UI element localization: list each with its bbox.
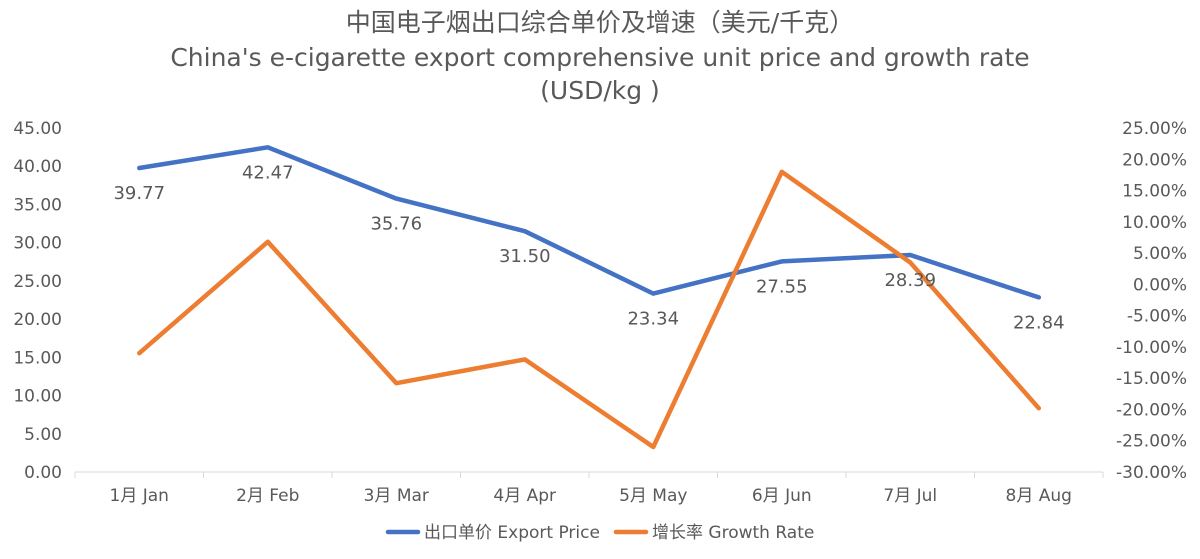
x-tick-label: 3月 Mar: [364, 486, 429, 506]
axes-layer: 1月 Jan 2月 Feb 3月 Mar 4月 Apr 5月 May 6月 Jun 7月 J…: [13, 119, 1187, 506]
y-left-tick-label: 40.00: [13, 157, 62, 177]
y-right-tick-label: 20.00%: [1122, 150, 1187, 170]
x-tick-label: 6月 Jun: [752, 486, 812, 506]
y-right-tick-label: -5.00%: [1127, 307, 1187, 327]
price-data-label: 35.76: [370, 214, 422, 235]
price-data-label: 28.39: [884, 270, 936, 291]
x-tick-label: 8月 Aug: [1006, 486, 1072, 506]
y-right-tick-label: -15.00%: [1116, 369, 1187, 389]
chart-title: 中国电子烟出口综合单价及增速（美元/千克）: [345, 8, 855, 37]
export-price-line: [137, 145, 1042, 300]
y-right-tick-label: 0.00%: [1133, 275, 1187, 295]
y-left-tick-label: 20.00: [13, 310, 62, 330]
x-tick-label: 4月 Apr: [493, 486, 556, 506]
y-left-tick-label: 10.00: [13, 387, 62, 407]
y-left-tick-label: 45.00: [13, 119, 62, 139]
y-left-tick-label: 5.00: [24, 425, 62, 445]
legend-label: 增长率 Growth Rate: [652, 523, 814, 543]
y-right-tick-label: -30.00%: [1116, 463, 1187, 483]
data-labels: 39.77 42.47 35.76 31.50 23.34 27.55 28.39 22.84: [113, 162, 1064, 333]
x-tick-label: 5月 May: [619, 486, 687, 506]
y-right-tick-label: -10.00%: [1116, 338, 1187, 358]
y-left-tick-label: 0.00: [24, 463, 62, 483]
y-right-tick-label: 25.00%: [1122, 119, 1187, 139]
legend: 出口单价 Export Price 增长率 Growth Rate: [385, 523, 814, 543]
x-tick-label: 7月 Jul: [883, 486, 937, 506]
y-right-tick-label: 10.00%: [1122, 213, 1187, 233]
x-tick-label: 1月 Jan: [110, 486, 169, 506]
price-data-label: 23.34: [627, 309, 679, 330]
y-right-tick-label: -20.00%: [1116, 400, 1187, 420]
y-left-tick-label: 30.00: [13, 234, 62, 254]
y-right-tick-label: 15.00%: [1122, 182, 1187, 202]
price-data-label: 31.50: [499, 246, 551, 267]
price-data-label: 42.47: [242, 162, 294, 183]
y-right-tick-label: -25.00%: [1116, 432, 1187, 452]
chart-subtitle: China's e-cigarette export comprehensive…: [170, 43, 1030, 72]
y-right-tick-label: 5.00%: [1133, 244, 1187, 264]
price-data-label: 27.55: [756, 276, 808, 297]
y-left-tick-label: 15.00: [13, 348, 62, 368]
price-data-label: 39.77: [113, 183, 165, 204]
y-left-tick-label: 35.00: [13, 195, 62, 215]
price-data-label: 22.84: [1013, 312, 1065, 333]
y-left-tick-label: 25.00: [13, 272, 62, 292]
chart-subtitle-unit: (USD/kg ): [540, 76, 660, 105]
legend-label: 出口单价 Export Price: [424, 523, 600, 543]
series-lines: [137, 145, 1042, 450]
growth-rate-line: [137, 169, 1042, 450]
x-tick-label: 2月 Feb: [236, 486, 299, 506]
